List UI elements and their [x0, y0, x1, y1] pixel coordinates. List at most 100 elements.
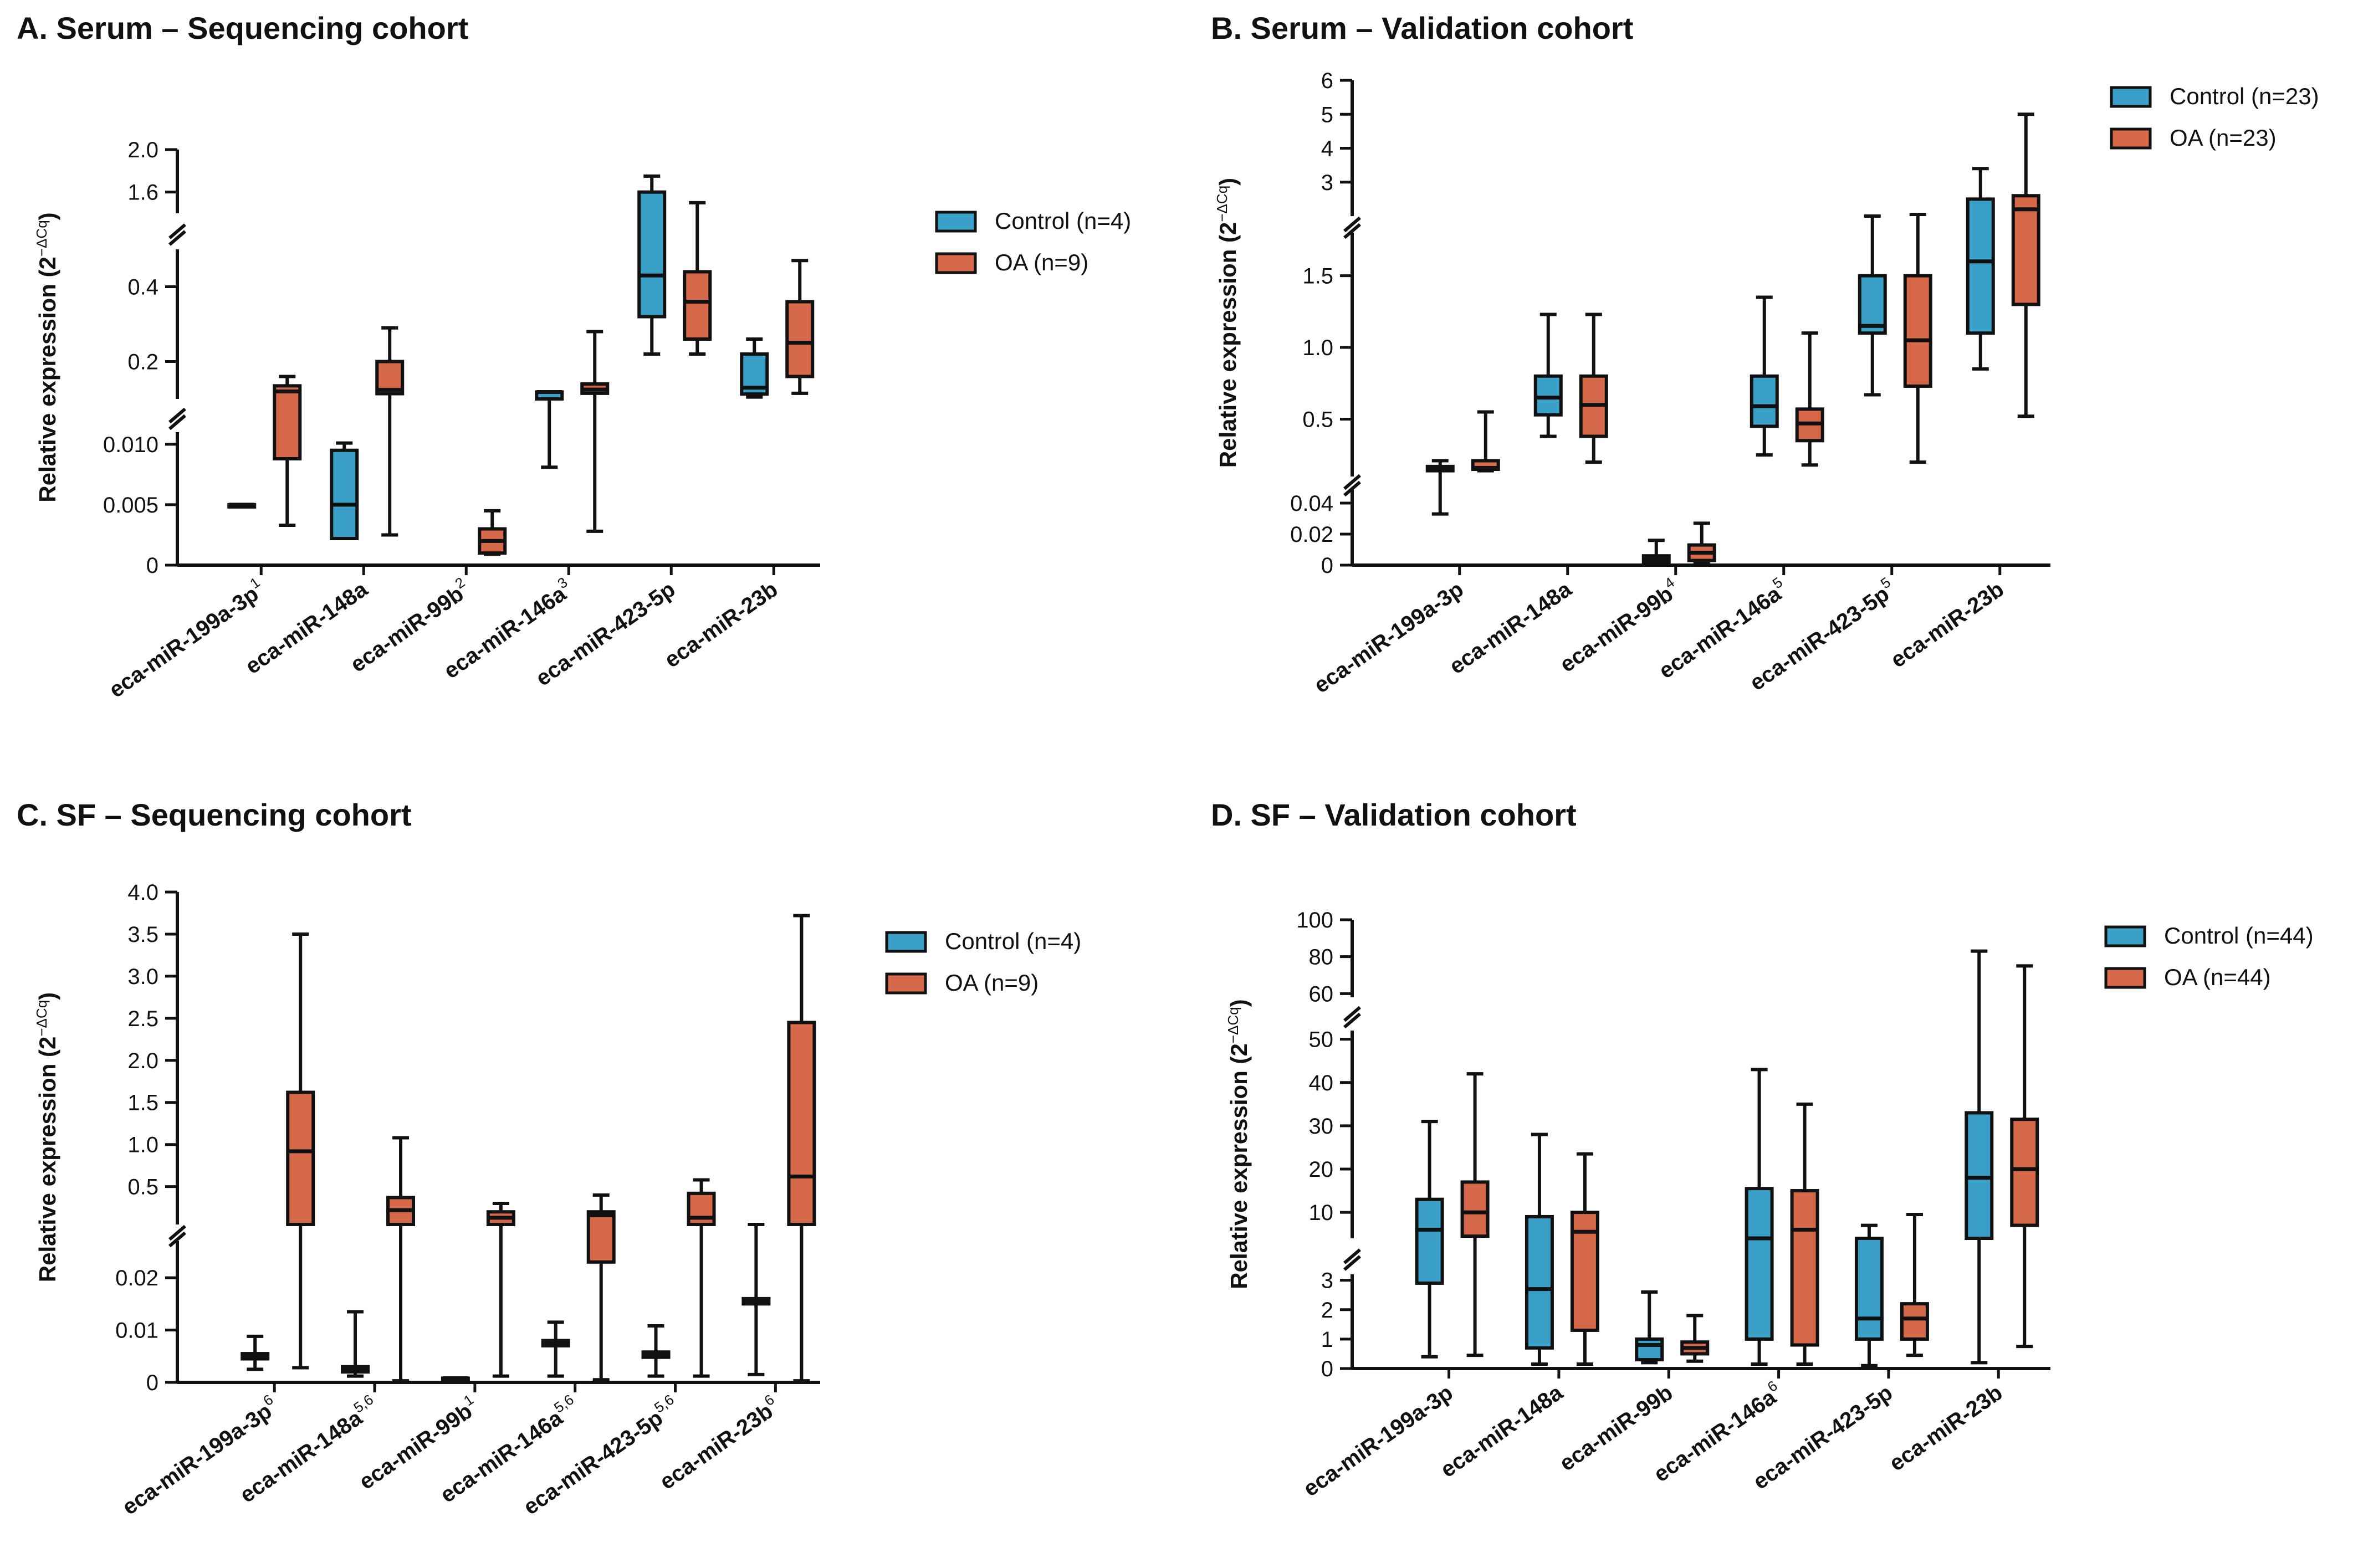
control-box — [1635, 1290, 1664, 1365]
y-tick-label: 3.0 — [127, 965, 158, 989]
box — [330, 448, 359, 541]
axis-break-mark — [168, 414, 186, 431]
y-tick-label: 1 — [1321, 1328, 1333, 1352]
control-box — [1425, 459, 1455, 516]
control-box — [241, 1334, 270, 1371]
y-tick-label: 2.0 — [127, 138, 158, 162]
legend-label: Control (n=44) — [2164, 923, 2314, 949]
y-tick-label: 2.0 — [127, 1049, 158, 1073]
axis-break-mark — [1343, 1006, 1361, 1022]
box — [586, 1210, 616, 1264]
oa-box — [683, 201, 712, 356]
axis-break-mark — [1343, 474, 1361, 490]
box — [1790, 1189, 1819, 1347]
y-tick-label: 40 — [1309, 1071, 1334, 1095]
y-tick-label: 0.5 — [127, 1175, 158, 1200]
axis-break-mark — [1343, 480, 1361, 497]
axis-break-mark — [168, 230, 186, 246]
control-box — [1745, 1068, 1774, 1366]
control-box — [1533, 312, 1563, 438]
y-axis-label-superscript: −ΔCq — [1225, 1007, 1241, 1043]
oa-box — [1795, 331, 1824, 467]
legend-swatch — [935, 211, 977, 233]
y-tick-label: 1.5 — [1302, 264, 1333, 289]
control-box — [740, 337, 769, 399]
oa-box — [1790, 1102, 1819, 1366]
panel-title: C. SF – Sequencing cohort — [17, 797, 412, 832]
y-tick-label: 6 — [1321, 69, 1333, 93]
axis-break-mark — [168, 1224, 186, 1241]
oa-box — [386, 1136, 416, 1383]
oa-box — [787, 914, 816, 1383]
oa-box — [375, 326, 405, 537]
y-tick-label: 0.010 — [103, 433, 158, 457]
panel-title: B. Serum – Validation cohort — [1211, 11, 1633, 45]
y-axis-label-superscript: −ΔCq — [1214, 186, 1230, 222]
control-box — [1854, 1223, 1884, 1367]
control-box — [741, 1223, 771, 1376]
y-axis-label-main: Relative expression (2 — [1226, 1043, 1252, 1289]
legend-label: Control (n=23) — [2170, 83, 2319, 109]
y-tick-label: 0.5 — [1302, 407, 1333, 432]
oa-box — [687, 1178, 716, 1378]
y-axis-label-main: Relative expression (2 — [34, 257, 60, 503]
axis-break-mark — [168, 1231, 186, 1248]
legend-swatch — [885, 972, 927, 995]
oa-box — [286, 932, 315, 1370]
y-axis-label: Relative expression (2−ΔCq) — [33, 212, 60, 502]
legend-swatch — [2104, 925, 2146, 947]
y-axis-label: Relative expression (2−ΔCq) — [1214, 178, 1241, 468]
oa-box — [1687, 521, 1716, 566]
y-axis-label-superscript: −ΔCq — [33, 220, 50, 257]
oa-box — [1680, 1314, 1710, 1363]
legend-swatch — [2110, 86, 2152, 108]
oa-box — [2010, 964, 2039, 1349]
oa-box — [785, 259, 815, 395]
box — [683, 270, 712, 341]
y-tick-label: 0.4 — [127, 275, 158, 300]
y-axis-label: Relative expression (2−ΔCq) — [33, 992, 60, 1282]
box — [637, 190, 667, 319]
box — [2010, 1118, 2039, 1227]
control-box — [1641, 539, 1671, 567]
y-tick-label: 80 — [1309, 945, 1334, 970]
box — [785, 300, 815, 378]
axis-break-mark — [168, 407, 186, 424]
box — [1635, 1337, 1664, 1362]
legend-label: Control (n=4) — [945, 928, 1081, 954]
oa-box — [1579, 312, 1608, 464]
y-axis-label-end: ) — [1226, 999, 1252, 1007]
box — [1533, 374, 1563, 417]
legend-label: Control (n=4) — [995, 208, 1131, 234]
box — [687, 1191, 716, 1226]
oa-box — [1903, 212, 1932, 464]
control-box — [637, 174, 667, 356]
axis-break-mark — [1343, 1012, 1361, 1029]
legend-swatch — [2104, 967, 2146, 989]
legend-label: OA (n=23) — [2170, 125, 2277, 151]
y-axis-label-end: ) — [34, 212, 60, 220]
control-box — [341, 1310, 370, 1378]
panel-title: A. Serum – Sequencing cohort — [17, 11, 468, 45]
y-tick-label: 3.5 — [127, 923, 158, 947]
axis-break-mark — [168, 223, 186, 239]
control-box — [330, 441, 359, 541]
y-tick-label: 60 — [1309, 982, 1334, 1006]
oa-box — [273, 375, 302, 527]
y-tick-label: 3 — [1321, 1269, 1333, 1293]
oa-box — [1570, 1152, 1599, 1366]
oa-box — [1471, 410, 1500, 473]
oa-box — [1900, 1213, 1929, 1357]
y-tick-label: 5 — [1321, 103, 1333, 127]
box — [1900, 1302, 1929, 1341]
y-tick-label: 50 — [1309, 1028, 1334, 1052]
box — [1750, 374, 1779, 428]
y-tick-label: 1.5 — [127, 1091, 158, 1115]
control-box — [1525, 1133, 1554, 1366]
y-tick-label: 0 — [1321, 1357, 1333, 1381]
box — [1415, 1197, 1444, 1285]
control-box — [1750, 295, 1779, 457]
box — [2011, 194, 2040, 306]
axis-break-mark — [1343, 216, 1361, 233]
y-tick-label: 20 — [1309, 1157, 1334, 1182]
